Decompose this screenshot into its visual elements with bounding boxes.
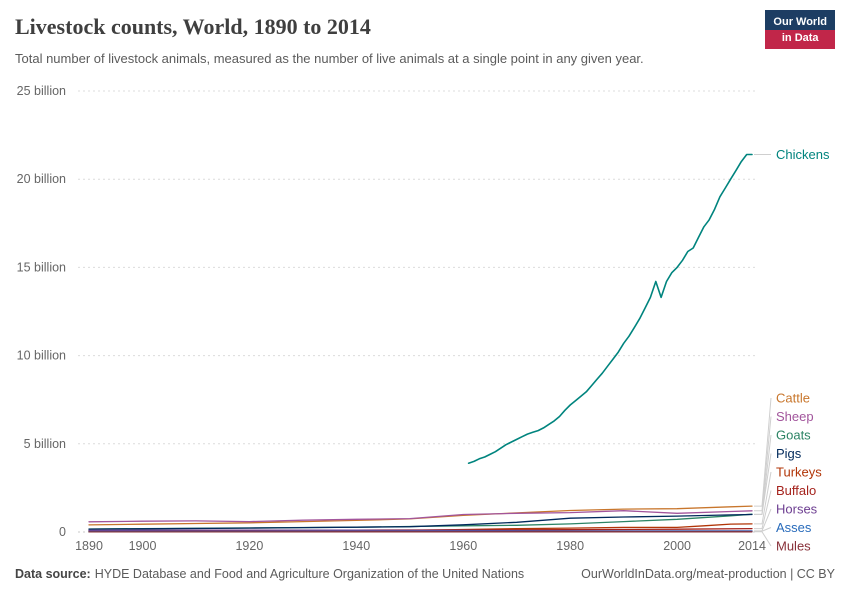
y-tick-label: 5 billion [24,437,66,451]
y-tick-label: 15 billion [17,260,66,274]
series-line-cattle[interactable] [88,505,753,526]
legend-connector [754,490,772,530]
x-tick-label: 1890 [75,539,103,553]
legend-connector [754,453,772,515]
legend-label-turkeys[interactable]: Turkeys [776,465,822,480]
owid-logo-line1: Our World [773,16,827,28]
legend-connector [754,397,772,507]
legend-connector [754,471,772,525]
legend-label-mules[interactable]: Mules [776,539,811,554]
legend-label-sheep[interactable]: Sheep [776,409,814,424]
y-tick-label: 25 billion [17,84,66,98]
chart-footer: Data source: HYDE Database and Food and A… [15,567,835,581]
chart-header: Livestock counts, World, 1890 to 2014 Ou… [15,8,835,68]
x-tick-label: 1900 [129,539,157,553]
x-tick-label: 2014 [738,539,766,553]
series-line-pigs[interactable] [88,513,753,530]
legend-label-buffalo[interactable]: Buffalo [776,483,816,498]
series-line-chickens[interactable] [467,153,753,464]
x-tick-label: 1940 [342,539,370,553]
chart-subtitle: Total number of livestock animals, measu… [15,51,644,66]
owid-logo[interactable]: Our World in Data [765,10,835,49]
y-tick-label: 0 [59,525,66,539]
legend-label-goats[interactable]: Goats [776,428,811,443]
data-source-text: HYDE Database and Food and Agriculture O… [94,567,525,581]
x-tick-label: 2000 [663,539,691,553]
y-tick-label: 10 billion [17,349,66,363]
data-source-note: Data source: HYDE Database and Food and A… [15,567,524,581]
legend-label-horses[interactable]: Horses [776,502,818,517]
y-tick-label: 20 billion [17,172,66,186]
x-tick-label: 1960 [449,539,477,553]
owid-url-link[interactable]: OurWorldInData.org/meat-production | CC … [581,567,835,581]
legend-label-pigs[interactable]: Pigs [776,446,802,461]
data-source-label: Data source: [15,567,91,581]
legend-connector [754,531,772,547]
legend-label-chickens[interactable]: Chickens [776,147,830,162]
legend-label-cattle[interactable]: Cattle [776,391,810,406]
x-tick-label: 1980 [556,539,584,553]
series-line-sheep[interactable] [88,510,753,523]
owid-logo-line2: in Data [765,30,835,49]
legend-connector [754,527,772,532]
legend-label-asses[interactable]: Asses [776,520,812,535]
x-tick-label: 1920 [235,539,263,553]
chart-title: Livestock counts, World, 1890 to 2014 [15,14,371,39]
